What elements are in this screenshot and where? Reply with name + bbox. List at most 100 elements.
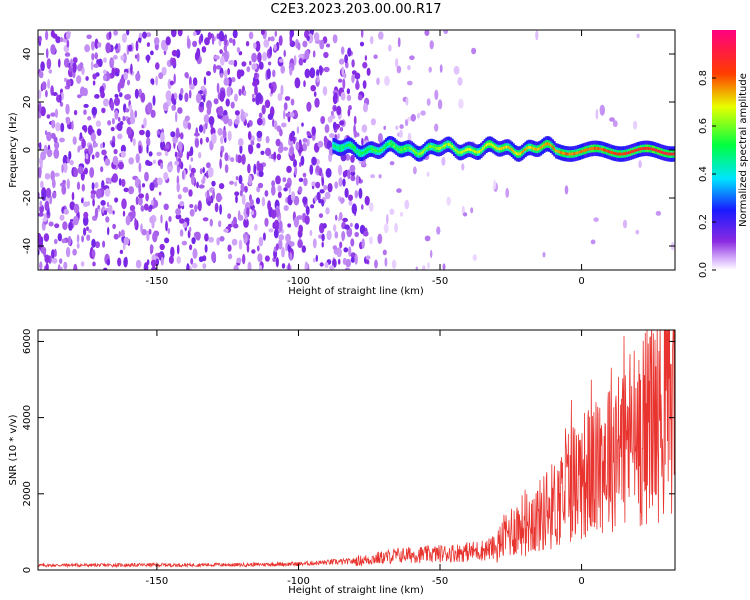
signal-core	[543, 143, 546, 147]
noise-blob	[309, 164, 314, 175]
noise-blob	[72, 62, 77, 73]
noise-blob	[327, 183, 333, 193]
signal-core	[434, 146, 437, 150]
signal-core	[565, 152, 568, 156]
noise-blob	[177, 157, 182, 168]
noise-blob	[77, 94, 82, 99]
noise-blob	[370, 118, 376, 126]
noise-blob	[177, 107, 183, 114]
noise-blob	[227, 68, 231, 75]
signal-core	[458, 151, 461, 154]
signal-core	[427, 145, 430, 149]
noise-blob	[135, 196, 139, 206]
noise-blob	[238, 88, 242, 96]
noise-blob	[64, 52, 71, 57]
noise-blob	[188, 89, 192, 99]
noise-blob	[91, 238, 96, 248]
noise-blob	[97, 205, 100, 210]
noise-blob	[173, 73, 176, 85]
colorbar-ticks: 0.0 0.2 0.4 0.6 0.8	[698, 70, 716, 278]
noise-blob	[212, 189, 216, 200]
noise-blob	[73, 263, 78, 270]
signal-core	[371, 147, 374, 151]
noise-blob	[147, 102, 153, 113]
noise-blob	[57, 233, 62, 242]
noise-blob	[38, 89, 42, 99]
noise-blob	[50, 44, 56, 55]
signal-core	[446, 142, 449, 146]
noise-blob	[58, 58, 61, 68]
noise-blob	[101, 180, 105, 190]
noise-blob	[344, 187, 349, 198]
noise-blob	[242, 253, 246, 265]
noise-blob	[158, 72, 164, 80]
noise-blob	[463, 212, 468, 217]
noise-blob	[130, 134, 133, 143]
noise-blob	[179, 229, 184, 237]
noise-blob	[277, 185, 282, 192]
noise-blob	[279, 128, 283, 137]
noise-blob	[443, 30, 449, 35]
noise-blob	[38, 212, 44, 217]
noise-blob	[324, 191, 331, 200]
signal-core	[628, 151, 631, 155]
noise-blob	[123, 71, 128, 81]
noise-blob	[257, 182, 264, 189]
noise-blob	[83, 125, 88, 133]
signal-core	[595, 146, 599, 150]
noise-blob	[273, 151, 277, 160]
noise-blob	[165, 36, 171, 46]
noise-blob	[256, 92, 262, 103]
noise-blob	[254, 72, 258, 78]
noise-blob	[73, 215, 79, 226]
noise-blob	[215, 192, 222, 203]
noise-blob	[638, 160, 642, 169]
noise-blob	[253, 42, 257, 49]
noise-blob	[94, 52, 98, 60]
noise-blob	[315, 165, 320, 173]
noise-blob	[256, 245, 260, 252]
noise-blob	[349, 164, 356, 173]
noise-blob	[313, 32, 320, 41]
noise-blob	[152, 264, 155, 270]
noise-blob	[52, 178, 56, 189]
signal-core	[599, 147, 602, 151]
noise-blob	[81, 183, 86, 192]
signal-core	[592, 147, 595, 150]
x-tick-label: -100	[287, 276, 310, 287]
signal-core	[386, 143, 390, 146]
noise-blob	[107, 226, 110, 236]
noise-blob	[255, 197, 261, 205]
noise-blob	[441, 156, 446, 166]
noise-blob	[273, 228, 279, 239]
noise-blob	[338, 58, 345, 65]
signal-core	[658, 150, 661, 153]
noise-blob	[293, 195, 300, 206]
signal-core	[357, 151, 361, 155]
noise-blob	[316, 75, 320, 83]
noise-blob	[354, 223, 360, 230]
signal-core	[381, 147, 385, 151]
signal-core	[597, 147, 600, 150]
noise-blob	[384, 257, 388, 267]
noise-blob	[189, 226, 192, 233]
noise-blob	[108, 31, 112, 39]
noise-blob	[370, 174, 376, 179]
noise-blob	[319, 189, 325, 194]
noise-blob	[105, 42, 112, 54]
noise-blob	[71, 191, 75, 201]
noise-blob	[223, 114, 229, 125]
noise-blob	[323, 135, 328, 144]
noise-blob	[338, 78, 343, 83]
noise-blob	[146, 42, 150, 47]
noise-blob	[134, 54, 138, 59]
noise-blob	[211, 180, 216, 187]
noise-blob	[332, 93, 338, 105]
noise-blob	[122, 52, 127, 64]
noise-blob	[189, 83, 195, 90]
noise-blob	[223, 228, 229, 233]
noise-blob	[52, 191, 57, 199]
signal-core	[638, 147, 641, 151]
noise-blob	[111, 67, 115, 79]
noise-blob	[410, 114, 416, 122]
